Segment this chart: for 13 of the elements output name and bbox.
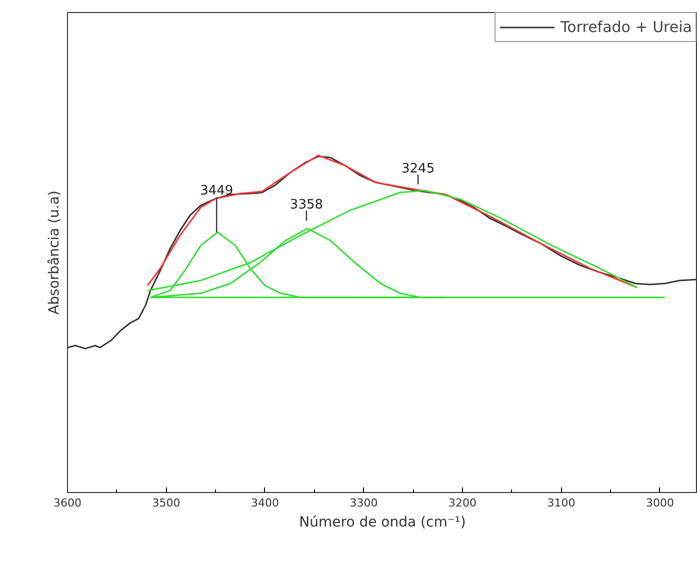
annotation: 3449 — [200, 183, 234, 198]
x-tick-label: 3600 — [54, 496, 82, 510]
x-tick-label: 3400 — [250, 496, 279, 510]
x-tick-label: 3300 — [350, 496, 378, 510]
x-tick-label: 3200 — [448, 496, 476, 510]
annotation: 3358 — [290, 198, 324, 213]
legend-label: Torrefado + Ureia — [560, 18, 692, 36]
x-tick-label: 3500 — [152, 496, 180, 510]
y-axis-title: Absorbância (u.a) — [46, 190, 62, 314]
x-axis-title: Número de onda (cm⁻¹) — [299, 514, 466, 530]
x-tick-label: 3000 — [646, 496, 674, 510]
x-tick-label: 3100 — [547, 496, 576, 510]
annotation: 3245 — [402, 161, 435, 176]
